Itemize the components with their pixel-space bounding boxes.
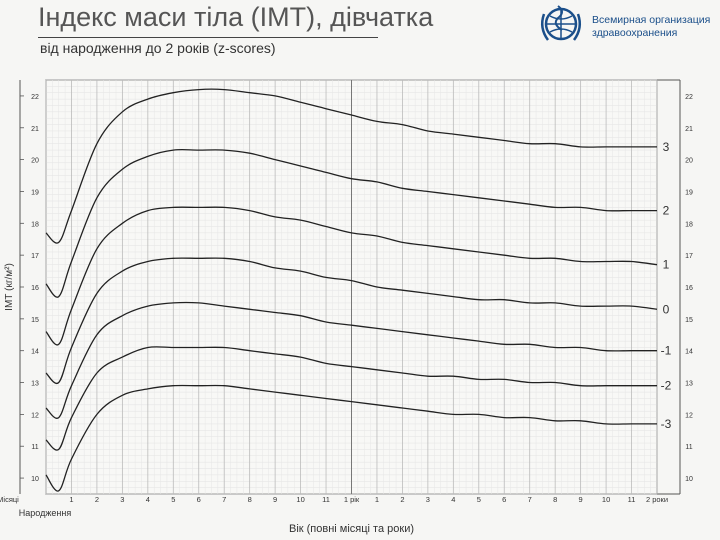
x-tick-label-birth: Народження bbox=[19, 508, 72, 518]
y-tick-label-left: 10 bbox=[31, 476, 39, 483]
y-tick-label-right: 22 bbox=[685, 94, 693, 101]
x-tick-label: 1 bbox=[69, 495, 73, 504]
y-tick-label-right: 16 bbox=[685, 285, 693, 292]
chart-title: Індекс маси тіла (ІМТ), дівчатка bbox=[38, 2, 434, 32]
z-score-curve-0 bbox=[45, 257, 658, 385]
y-tick-label-left: 13 bbox=[31, 381, 39, 388]
y-tick-label-left: 19 bbox=[31, 189, 39, 196]
x-tick-label: 2 bbox=[400, 495, 404, 504]
y-tick-label-left: 21 bbox=[31, 126, 39, 133]
z-score-curve-1 bbox=[45, 206, 658, 346]
y-tick-label-left: 11 bbox=[31, 444, 38, 451]
x-tick-label: 1 bbox=[375, 495, 379, 504]
z-score-curve--1 bbox=[45, 301, 657, 419]
y-tick-label-left: 18 bbox=[31, 221, 39, 228]
x-tick-label: 7 bbox=[528, 495, 532, 504]
x-tick-label: 5 bbox=[171, 495, 175, 504]
y-tick-label-right: 11 bbox=[685, 444, 692, 451]
y-axis-label: ІМТ (кг/м²) bbox=[4, 263, 15, 311]
who-emblem-icon bbox=[540, 5, 582, 41]
x-tick-label: 3 bbox=[120, 495, 124, 504]
x-tick-label: 8 bbox=[553, 495, 557, 504]
y-tick-label-left: 12 bbox=[31, 412, 39, 419]
x-tick-label: 10 bbox=[602, 495, 610, 504]
y-tick-label-left: 14 bbox=[31, 349, 39, 356]
z-score-curve--2 bbox=[45, 346, 657, 451]
x-tick-label: 5 bbox=[477, 495, 481, 504]
z-score-label: 0 bbox=[663, 302, 670, 316]
x-tick-label: 9 bbox=[579, 495, 583, 504]
x-tick-label: 9 bbox=[273, 495, 277, 504]
z-score-label: -2 bbox=[661, 379, 672, 393]
z-score-label: 1 bbox=[663, 258, 670, 272]
z-score-label: 3 bbox=[663, 140, 670, 154]
title-underline bbox=[38, 37, 378, 38]
x-axis-label: Вік (повні місяці та роки) bbox=[289, 523, 414, 535]
y-tick-label-right: 12 bbox=[685, 412, 693, 419]
chart-subtitle: від народження до 2 років (z-scores) bbox=[40, 40, 276, 56]
y-tick-label-right: 17 bbox=[685, 253, 693, 260]
y-tick-label-right: 20 bbox=[685, 158, 693, 165]
x-tick-label: 6 bbox=[502, 495, 506, 504]
x-tick-label: 6 bbox=[197, 495, 201, 504]
x-tick-label: 11 bbox=[628, 495, 636, 504]
y-tick-label-left: 20 bbox=[31, 158, 39, 165]
z-score-curve-2 bbox=[45, 148, 657, 298]
x-tick-label: 2 роки bbox=[646, 495, 668, 504]
y-tick-label-right: 10 bbox=[685, 476, 693, 483]
x-tick-label: 11 bbox=[322, 495, 330, 504]
z-score-curve--3 bbox=[45, 384, 657, 492]
org-name-line2: здравоохранения bbox=[592, 27, 678, 39]
y-tick-label-right: 15 bbox=[685, 317, 693, 324]
y-tick-label-left: 22 bbox=[31, 94, 39, 101]
x-tick-label: 4 bbox=[451, 495, 455, 504]
y-tick-label-left: 15 bbox=[31, 317, 39, 324]
x-tick-label: 7 bbox=[222, 495, 226, 504]
z-score-label: -1 bbox=[661, 344, 672, 358]
x-tick-label: Місяці bbox=[0, 495, 19, 504]
x-tick-label: 8 bbox=[248, 495, 252, 504]
y-tick-label-right: 21 bbox=[685, 126, 693, 133]
x-tick-label: 3 bbox=[426, 495, 430, 504]
z-score-label: 2 bbox=[663, 204, 670, 218]
z-score-label: -3 bbox=[661, 417, 672, 431]
x-tick-label: 10 bbox=[296, 495, 304, 504]
y-tick-label-right: 18 bbox=[685, 221, 693, 228]
z-score-curve-3 bbox=[45, 88, 657, 244]
y-tick-label-right: 19 bbox=[685, 189, 693, 196]
y-tick-label-left: 16 bbox=[31, 285, 39, 292]
y-tick-label-left: 17 bbox=[31, 253, 39, 260]
y-tick-label-right: 14 bbox=[685, 349, 693, 356]
x-tick-label: 2 bbox=[95, 495, 99, 504]
x-tick-label: 1 рік bbox=[344, 495, 360, 504]
x-tick-label: 4 bbox=[146, 495, 150, 504]
org-name-line1: Всемирная организация bbox=[592, 14, 711, 26]
who-name: Всемирная организация здравоохранения bbox=[592, 14, 710, 40]
y-tick-label-right: 13 bbox=[685, 381, 693, 388]
